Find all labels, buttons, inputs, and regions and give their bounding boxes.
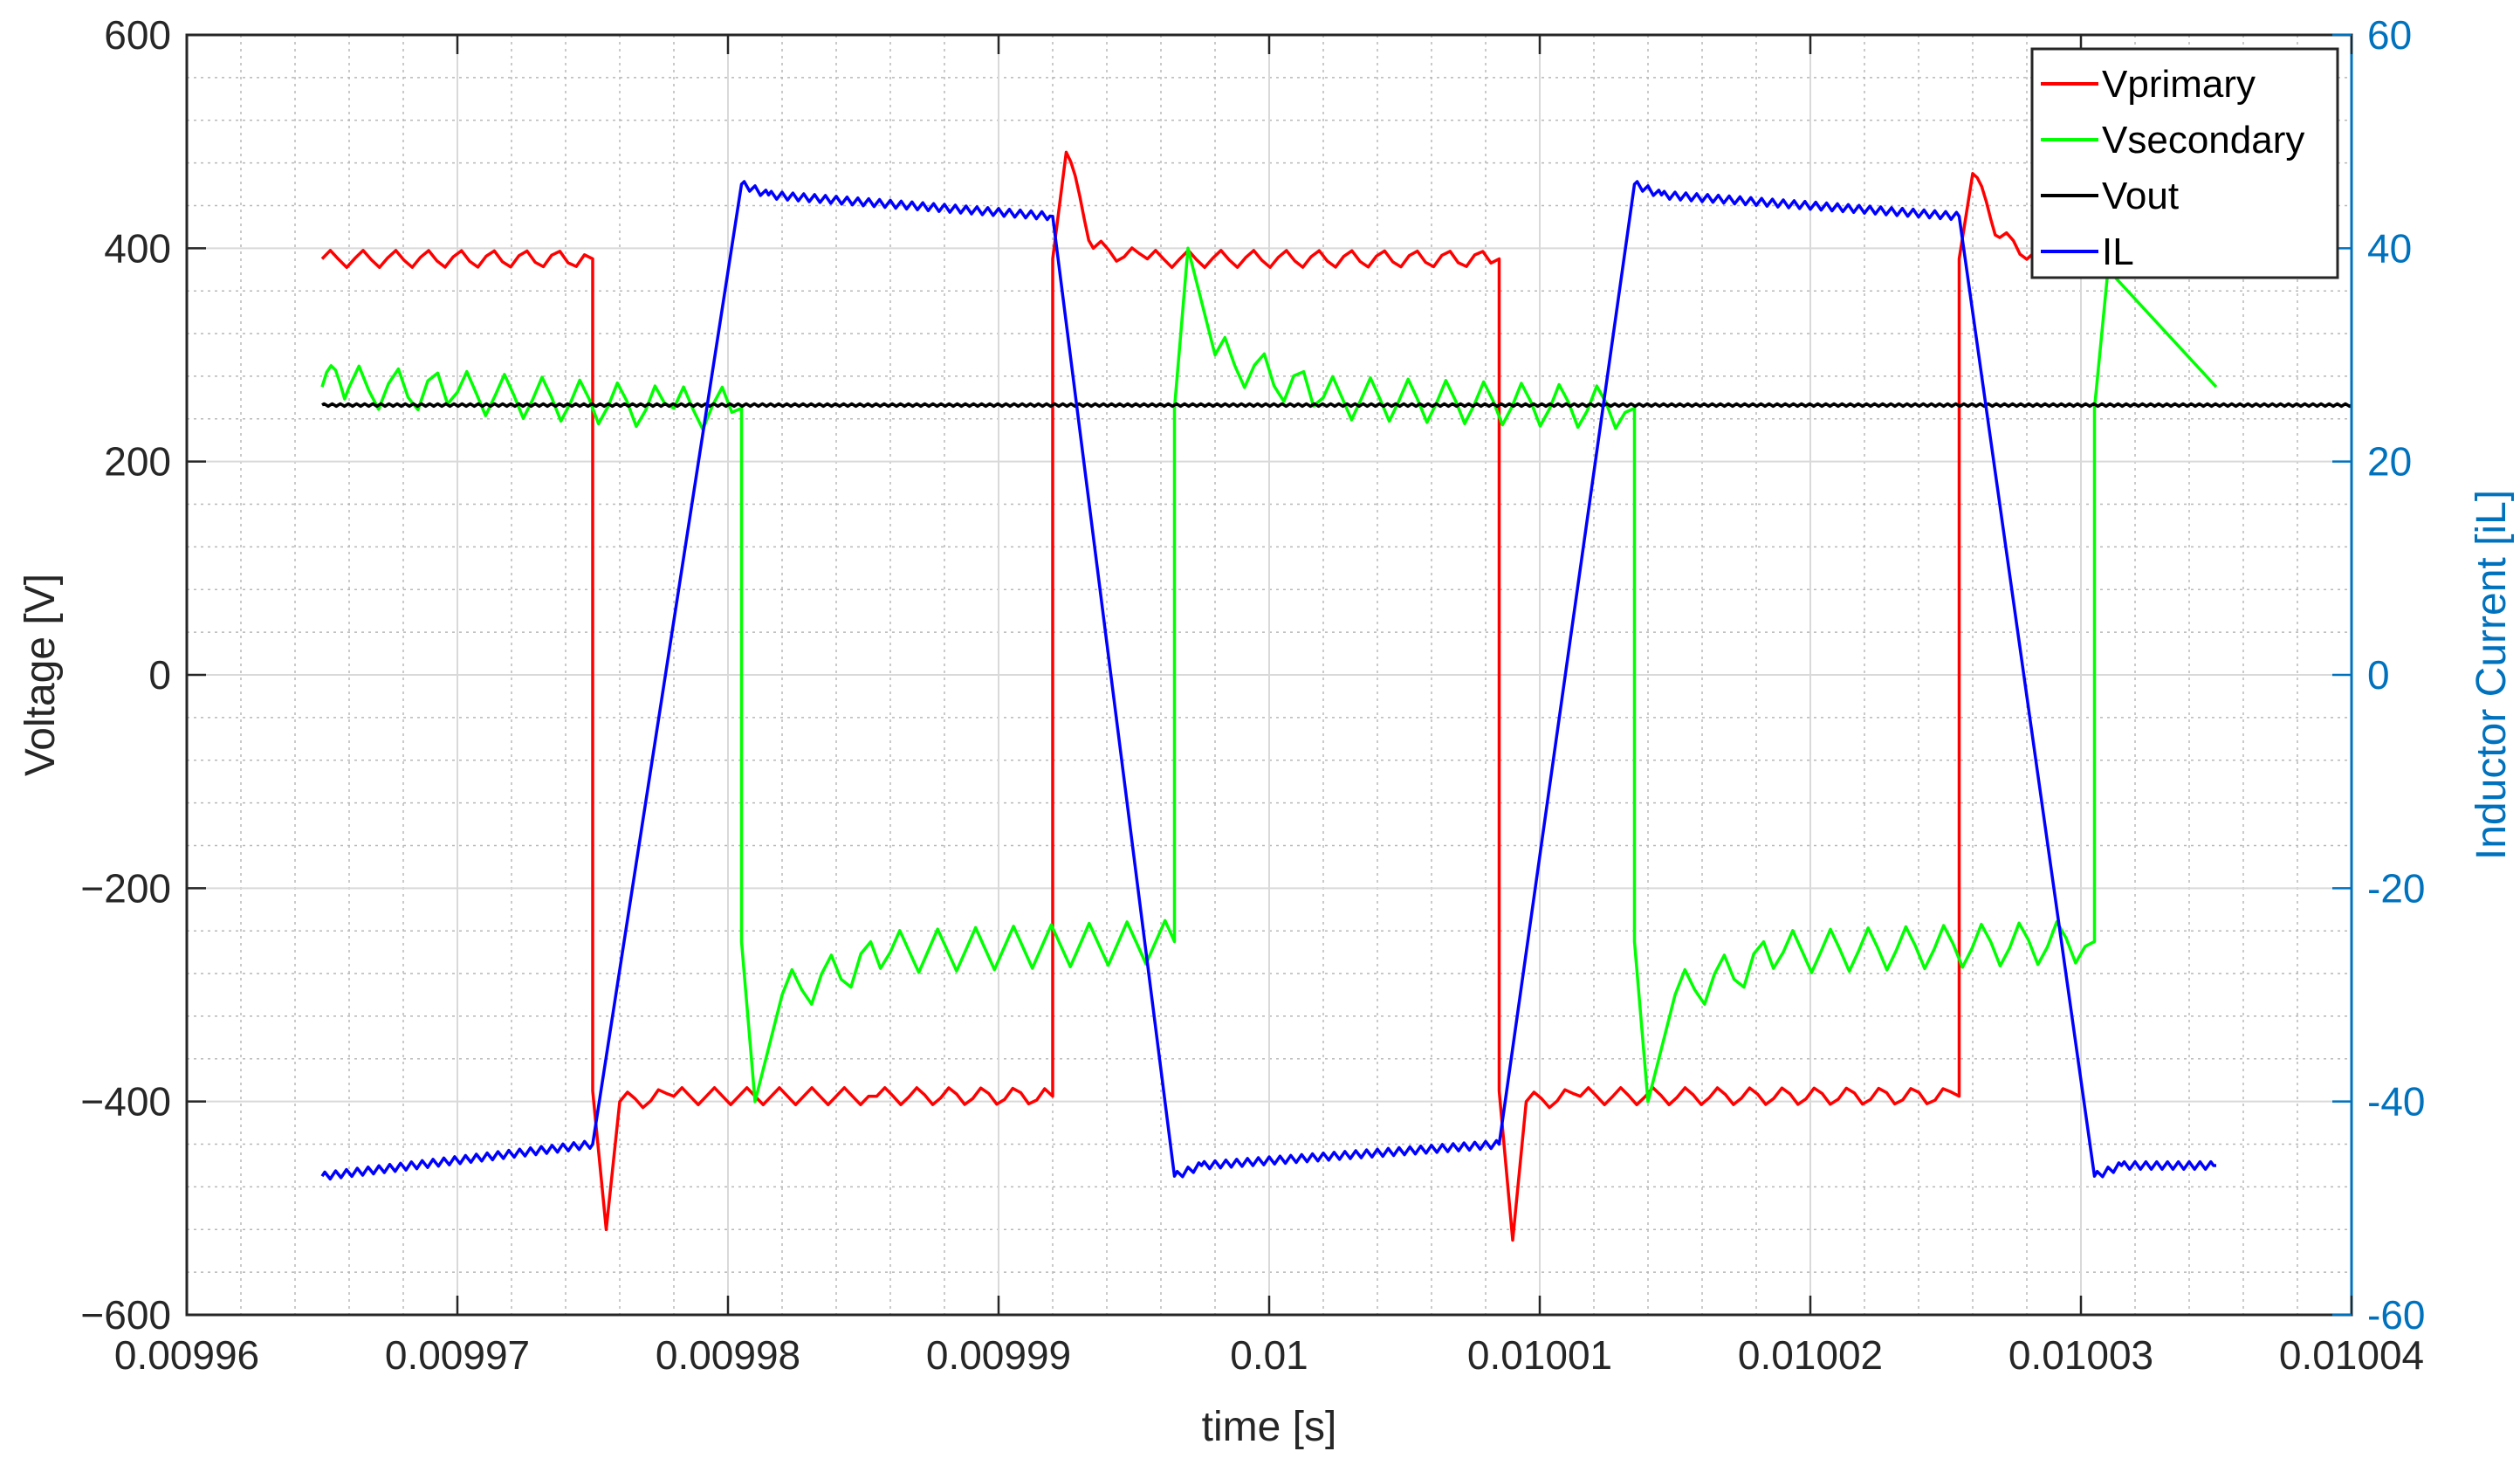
legend-label-vprimary: Vprimary: [2102, 63, 2256, 106]
y-left-tick-label: 600: [104, 12, 171, 58]
legend-label-vout: Vout: [2102, 175, 2179, 217]
y-right-tick-label: -20: [2367, 865, 2425, 911]
legend: Vprimary Vsecondary Vout IL: [2030, 47, 2339, 279]
y-right-tick-label: 20: [2367, 439, 2412, 485]
y-right-tick-label: -40: [2367, 1079, 2425, 1125]
ticks-layer: [185, 33, 2353, 1317]
y-left-tick-label: 0: [148, 652, 171, 698]
x-tick-label: 0.01004: [2279, 1332, 2424, 1378]
y-left-tick-label: 200: [104, 439, 171, 485]
x-axis-title: time [s]: [1202, 1404, 1337, 1450]
series-line-il: [320, 180, 2216, 1181]
y-right-tick-label: 40: [2367, 225, 2412, 271]
y-right-tick-label: 0: [2367, 652, 2390, 698]
legend-box: [2030, 47, 2339, 279]
y-left-tick-labels: −600 −400 −200 0 200 400 600: [80, 12, 171, 1338]
x-tick-label: 0.01: [1230, 1332, 1308, 1378]
x-tick-label: 0.01001: [1467, 1332, 1612, 1378]
y-right-tick-label: -60: [2367, 1292, 2425, 1338]
series-line-vprimary: [320, 150, 2217, 1242]
y-left-axis-title: Voltage [V]: [17, 574, 64, 776]
y-left-tick-label: 400: [104, 225, 171, 271]
legend-label-vsecondary: Vsecondary: [2102, 119, 2304, 162]
y-right-tick-labels: -60 -40 -20 0 20 40 60: [2367, 12, 2425, 1338]
y-left-tick-label: −400: [80, 1079, 171, 1125]
series-line-vsecondary: [320, 246, 2218, 1104]
y-right-axis-title: Inductor Current [iL]: [2469, 490, 2515, 860]
x-tick-label: 0.00996: [114, 1332, 259, 1378]
y-left-tick-label: −600: [80, 1292, 171, 1338]
x-tick-label: 0.00997: [385, 1332, 530, 1378]
series-line-vout: [321, 402, 2352, 409]
y-left-tick-label: −200: [80, 865, 171, 911]
x-tick-labels: 0.00996 0.00997 0.00998 0.00999 0.01 0.01001 0…: [114, 1332, 2424, 1378]
y-right-tick-label: 60: [2367, 12, 2412, 58]
x-tick-label: 0.01002: [1738, 1332, 1883, 1378]
legend-label-il: IL: [2102, 230, 2134, 273]
x-tick-label: 0.01003: [2008, 1332, 2153, 1378]
series-layer: [320, 150, 2352, 1242]
x-tick-label: 0.00998: [656, 1332, 800, 1378]
x-tick-label: 0.00999: [926, 1332, 1071, 1378]
